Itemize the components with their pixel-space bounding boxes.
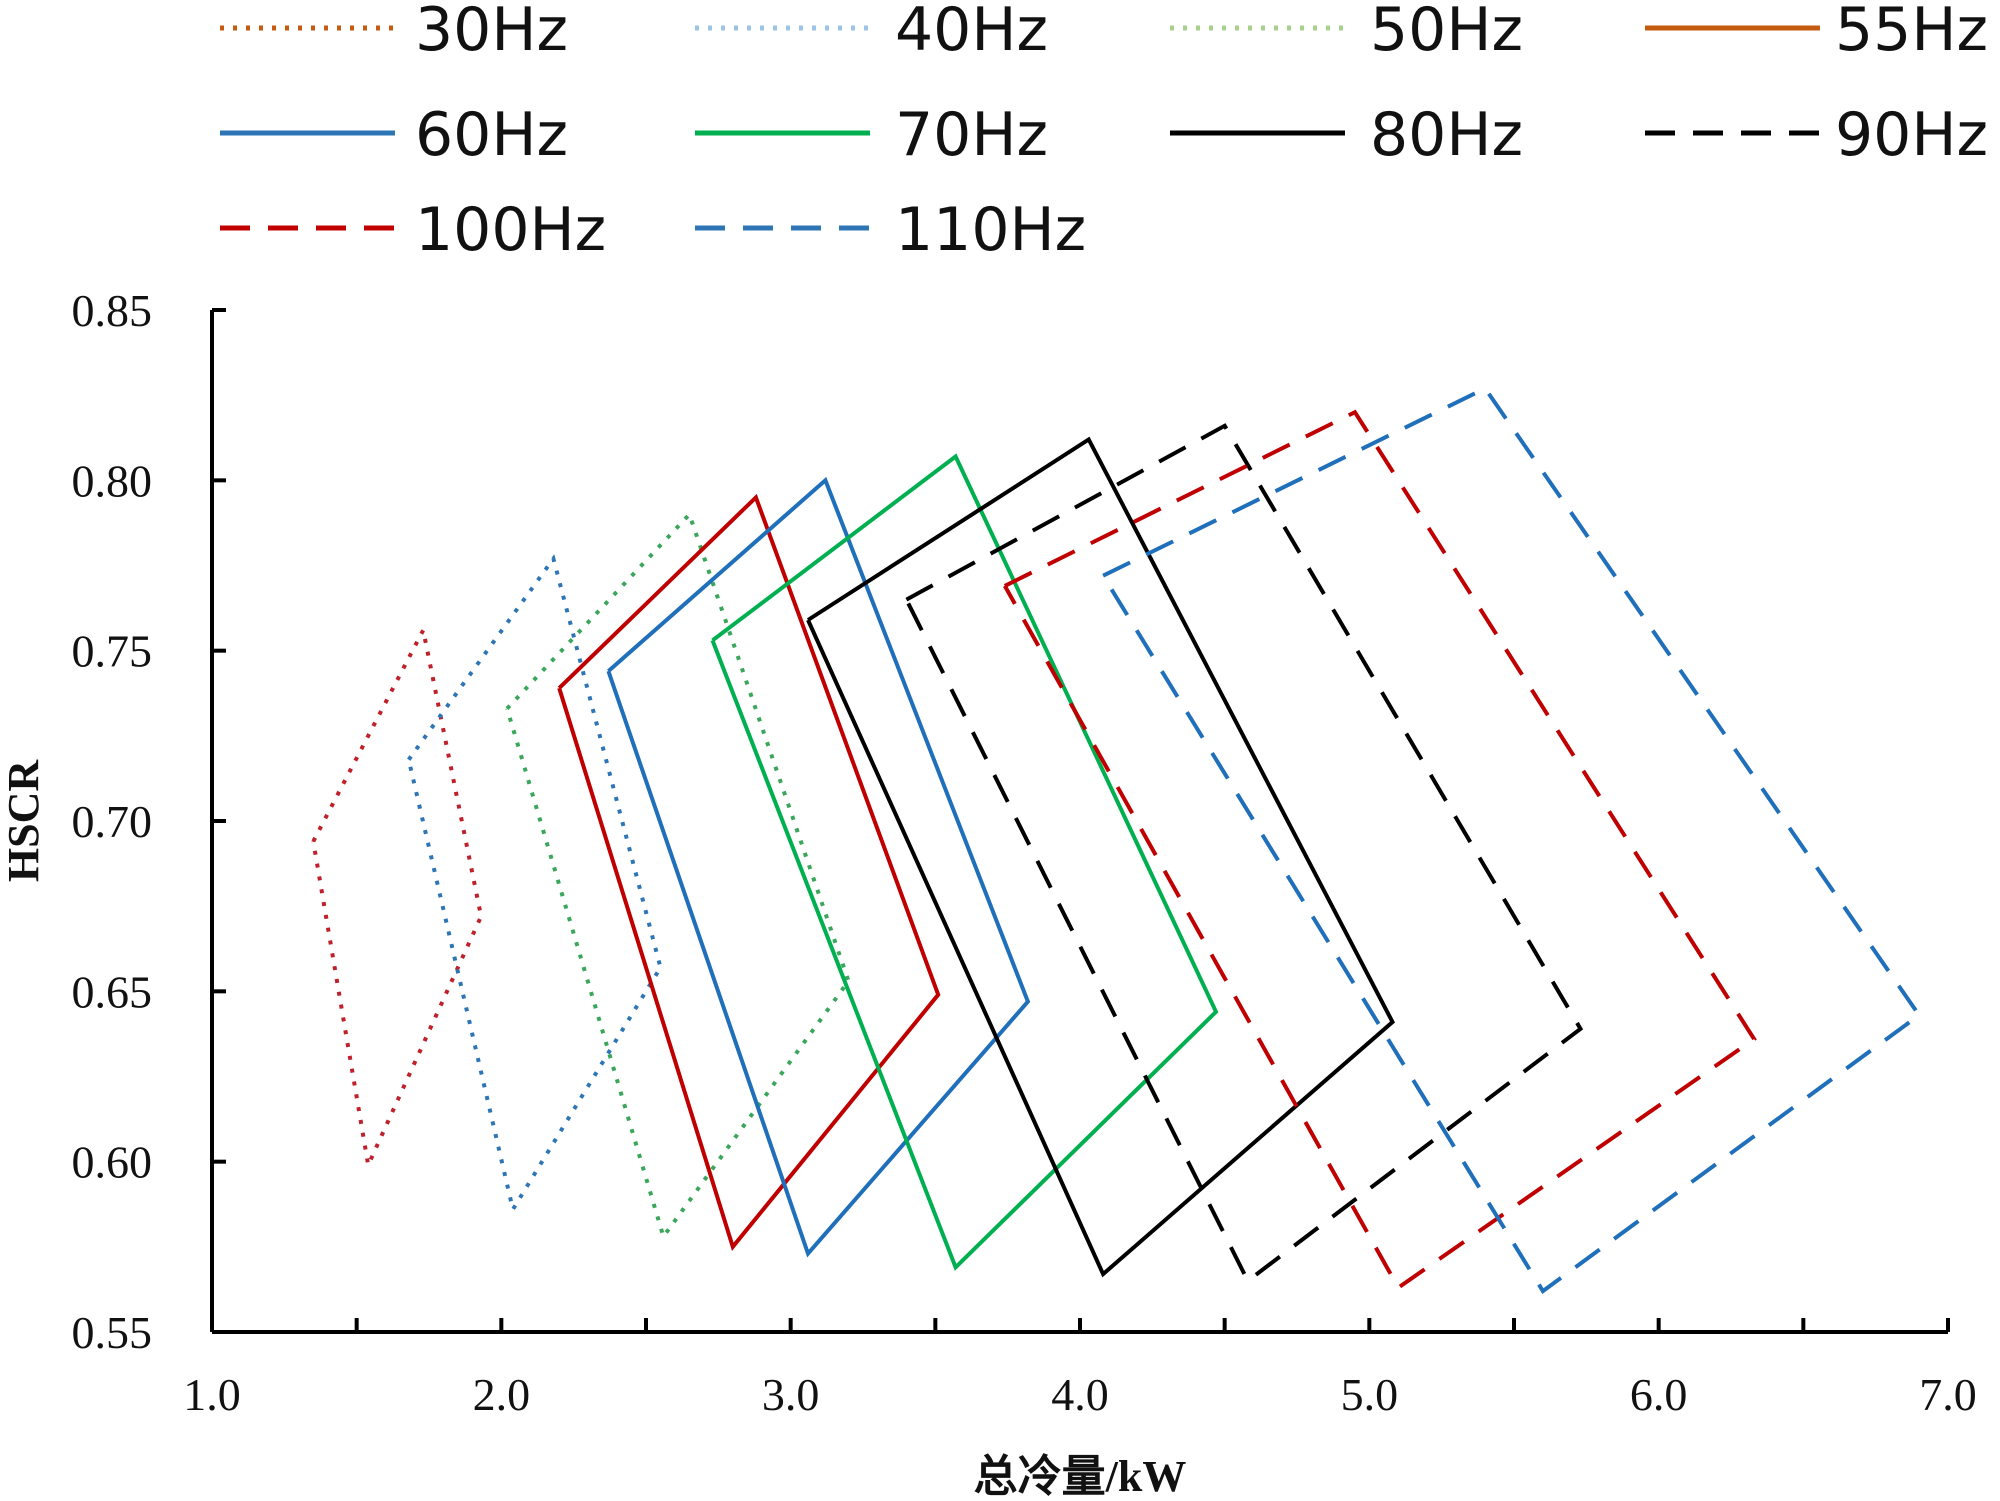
series-line-90Hz [904,423,1584,1284]
series-line-100Hz [1003,409,1757,1291]
y-axis-ticks: 0.55 0.60 0.65 0.70 0.75 0.80 0.85 [72,285,226,1358]
legend-label: 60Hz [415,100,568,170]
series-line-30Hz [311,624,484,1172]
series-line-40Hz [406,554,663,1215]
legend-label: 40Hz [895,0,1048,65]
x-tick-label: 2.0 [473,1369,531,1420]
series-line-70Hz [710,453,1219,1271]
legend-label: 80Hz [1370,100,1523,170]
plot-area: 0.55 0.60 0.65 0.70 0.75 0.80 0.85 1.0 2.0 3.0 4.… [72,285,1977,1420]
x-axis-ticks: 1.0 2.0 3.0 4.0 5.0 6.0 7.0 [183,1318,1977,1420]
series-55Hz [557,493,941,1251]
series-30Hz [311,624,484,1172]
y-tick-label: 0.65 [72,966,153,1017]
series-line-60Hz [606,476,1031,1258]
legend-item-90Hz: 90Hz [1645,100,1988,170]
legend-label: 90Hz [1835,100,1988,170]
legend-item-100Hz: 100Hz [220,195,606,265]
series-100Hz [1003,409,1757,1291]
x-tick-label: 5.0 [1341,1369,1399,1420]
x-axis-title: 总冷量/kW [974,1452,1187,1501]
legend-label: 110Hz [895,195,1086,265]
x-tick-label: 3.0 [762,1369,820,1420]
series-70Hz [710,453,1219,1271]
series-group [311,385,1922,1294]
legend-item-50Hz: 50Hz [1170,0,1523,65]
legend-label: 55Hz [1835,0,1988,65]
legend-item-110Hz: 110Hz [695,195,1086,265]
legend-label: 30Hz [415,0,568,65]
legend-label: 70Hz [895,100,1048,170]
series-line-110Hz [1101,385,1922,1294]
y-axis-title: HSCR [0,759,48,882]
y-tick-label: 0.60 [72,1137,153,1188]
legend: 30Hz 40Hz 50Hz 55Hz 60Hz 70Hz 80Hz 90Hz 100Hz 110… [220,0,1988,265]
series-40Hz [406,554,663,1215]
legend-item-80Hz: 80Hz [1170,100,1523,170]
y-tick-label: 0.75 [72,626,153,677]
x-tick-label: 1.0 [183,1369,241,1420]
series-80Hz [806,436,1396,1278]
series-110Hz [1101,385,1922,1294]
y-tick-label: 0.85 [72,285,153,336]
legend-item-55Hz: 55Hz [1645,0,1988,65]
legend-item-40Hz: 40Hz [695,0,1048,65]
y-tick-label: 0.80 [72,455,153,506]
x-tick-label: 4.0 [1051,1369,1109,1420]
x-tick-label: 7.0 [1919,1369,1977,1420]
legend-label: 50Hz [1370,0,1523,65]
y-tick-label: 0.70 [72,796,153,847]
series-line-80Hz [806,436,1396,1278]
series-line-55Hz [557,493,941,1251]
legend-item-30Hz: 30Hz [220,0,568,65]
series-90Hz [904,423,1584,1284]
legend-item-60Hz: 60Hz [220,100,568,170]
x-tick-label: 6.0 [1630,1369,1688,1420]
legend-item-70Hz: 70Hz [695,100,1048,170]
series-60Hz [606,476,1031,1258]
legend-label: 100Hz [415,195,606,265]
y-tick-label: 0.55 [72,1307,153,1358]
